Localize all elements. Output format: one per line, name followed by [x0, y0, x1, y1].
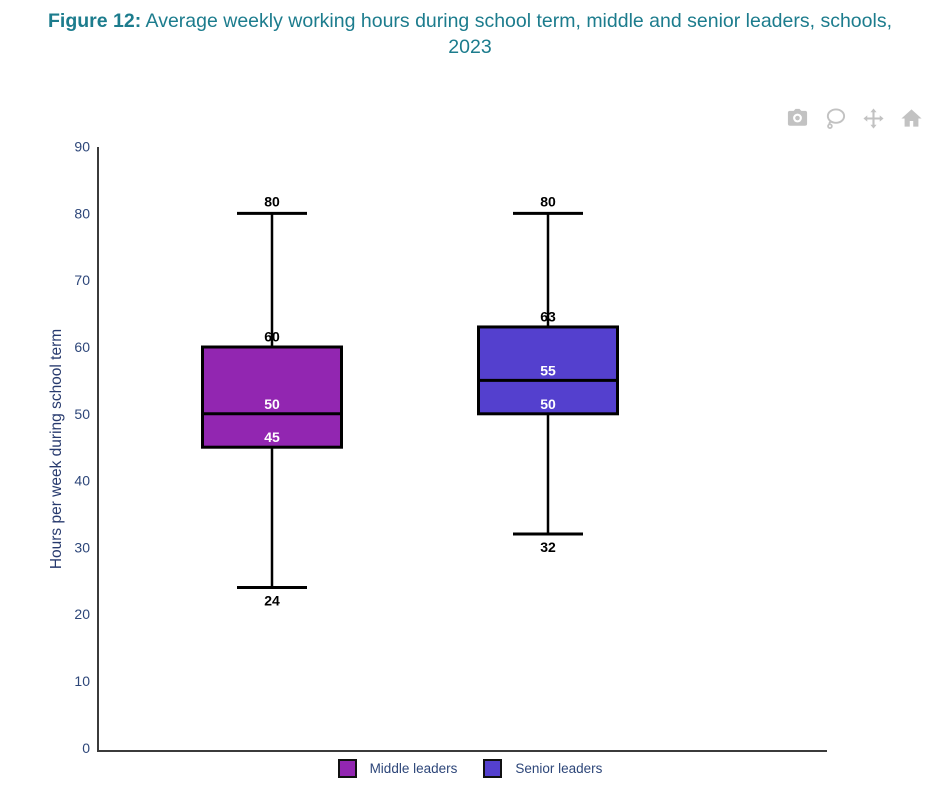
max-label: 80	[264, 193, 280, 209]
q1-label: 45	[264, 429, 280, 445]
median-label: 50	[264, 396, 280, 412]
lasso-icon[interactable]	[822, 105, 848, 131]
legend-swatch-senior-leaders	[483, 759, 503, 778]
legend-label-middle-leaders: Middle leaders	[369, 761, 458, 776]
y-tick-label: 10	[74, 673, 90, 689]
y-tick-label: 90	[74, 139, 90, 155]
median-label: 55	[540, 362, 556, 378]
y-tick-label: 40	[74, 473, 90, 489]
legend-label-senior-leaders: Senior leaders	[515, 761, 603, 776]
legend-swatch-middle-leaders	[337, 759, 357, 778]
min-label: 32	[540, 539, 556, 555]
q3-label: 63	[540, 308, 556, 324]
legend-item-senior-leaders[interactable]: Senior leaders	[483, 759, 602, 778]
q1-label: 50	[540, 396, 556, 412]
figure-title-line2: 2023	[448, 36, 492, 58]
y-tick-label: 70	[74, 272, 90, 288]
max-label: 80	[540, 193, 556, 209]
box-middle-leaders[interactable]: 80 60 50 45 24	[201, 193, 343, 608]
axis-lines	[97, 147, 827, 752]
y-tick-label: 50	[74, 406, 90, 422]
figure-label: Figure 12:	[48, 10, 142, 32]
y-tick-label: 20	[74, 606, 90, 622]
home-icon-glyph	[900, 108, 922, 127]
q3-label: 60	[264, 329, 280, 345]
chart-toolbar	[784, 105, 924, 131]
y-tick-label: 80	[74, 205, 90, 221]
y-tick-label: 0	[82, 740, 90, 756]
box-senior-leaders[interactable]: 80 63 55 50 32	[477, 193, 619, 555]
box[interactable]	[201, 345, 343, 449]
camera-icon[interactable]	[784, 105, 810, 131]
min-label: 24	[264, 592, 280, 608]
y-tick-label: 60	[74, 339, 90, 355]
home-icon[interactable]	[898, 105, 924, 131]
figure-title: Figure 12: Average weekly working hours …	[0, 8, 940, 60]
pan-icon-glyph	[862, 107, 884, 129]
y-tick-label: 30	[74, 539, 90, 555]
pan-icon[interactable]	[860, 105, 886, 131]
chart-legend: Middle leaders Senior leaders	[0, 759, 940, 778]
figure-title-text: Average weekly working hours during scho…	[145, 10, 892, 32]
camera-icon-glyph	[787, 108, 807, 126]
legend-item-middle-leaders[interactable]: Middle leaders	[337, 759, 458, 778]
figure-title-line1: Figure 12: Average weekly working hours …	[0, 8, 940, 34]
lasso-icon-glyph	[826, 107, 845, 129]
box[interactable]	[477, 325, 619, 416]
